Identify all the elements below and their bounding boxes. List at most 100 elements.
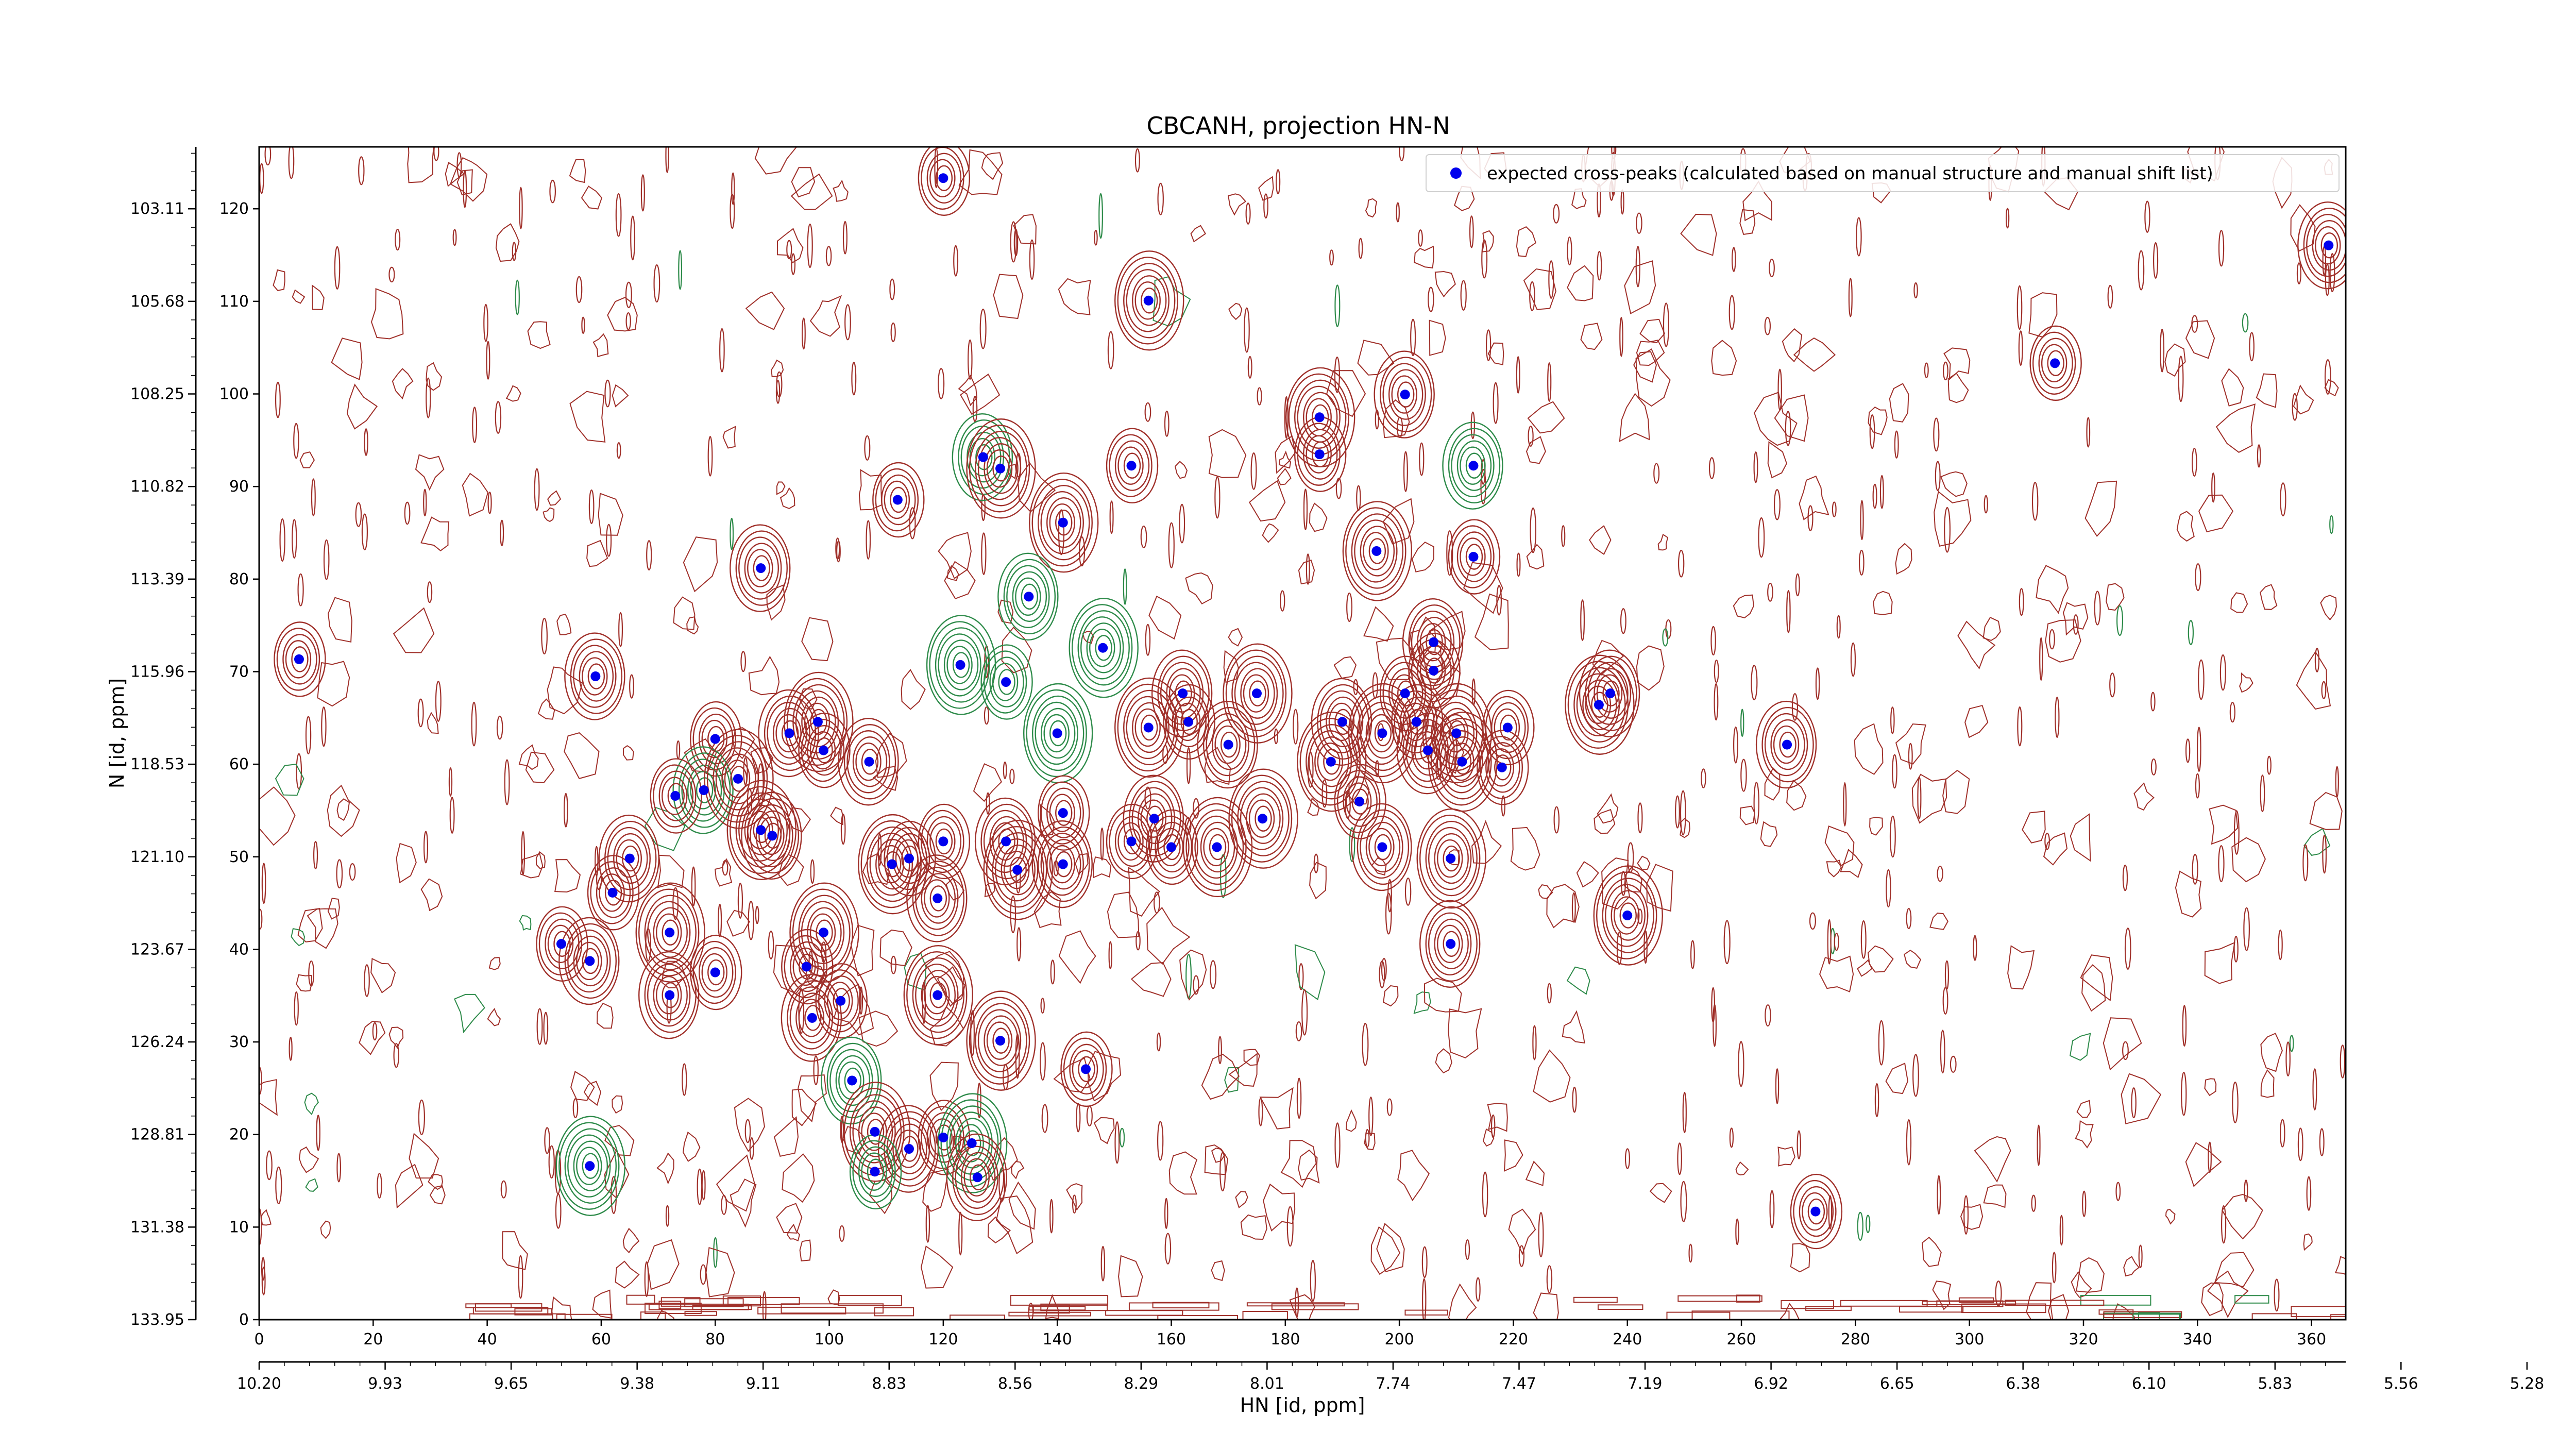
cross-peak-marker [1377, 842, 1387, 852]
peak-contour-ring [943, 639, 979, 690]
peak-contour-ring [1031, 479, 1093, 567]
noise-contour [1471, 678, 1476, 706]
noise-contour [1793, 337, 1836, 372]
noise-contour [1680, 1181, 1687, 1222]
noise-contour [737, 882, 743, 919]
peak-contour-ring [886, 1117, 930, 1181]
noise-contour [1708, 457, 1715, 479]
peak-contour-ring [1255, 805, 1272, 832]
noise-contour [1567, 237, 1572, 265]
peak-contour-ring [1123, 263, 1176, 339]
noise-contour [1848, 278, 1853, 317]
cross-peak-marker [1429, 665, 1439, 676]
peak-contour-ring [1040, 707, 1076, 759]
noise-contour [1963, 1195, 1969, 1235]
noise-contour [858, 1010, 899, 1047]
peak-contour-ring [1109, 810, 1153, 873]
noise-contour [500, 1180, 507, 1199]
noise-contour [873, 766, 899, 791]
noise-contour [544, 1127, 550, 1154]
noise-contour [682, 1131, 701, 1162]
peak-contour-ring [2038, 338, 2073, 389]
noise-contour [1984, 495, 1988, 514]
peak-contour-ring [1132, 702, 1167, 753]
peak-contour-ring [1237, 781, 1290, 856]
noise-contour [2049, 629, 2055, 650]
peak-contour-ring [1069, 598, 1139, 698]
peak-contour-ring [1363, 532, 1389, 570]
cross-peak-marker [807, 1013, 817, 1023]
x-ppm-tick-label: 7.19 [1628, 1375, 1663, 1393]
peak-contour-ring [1240, 787, 1284, 850]
noise-contour [519, 915, 532, 931]
noise-contour [1262, 523, 1279, 543]
peak-contour-ring [801, 696, 836, 748]
x-index-tick-label: 80 [705, 1330, 725, 1349]
noise-contour [1093, 1117, 1115, 1144]
noise-contour [1740, 759, 1747, 792]
noise-contour [1530, 507, 1536, 553]
noise-contour [644, 1261, 649, 1297]
noise-contour [1289, 1294, 1316, 1320]
noise-contour [1937, 866, 1943, 882]
noise-contour [2309, 791, 2343, 830]
noise-contour [1895, 543, 1912, 575]
peak-contour-ring [1402, 702, 1429, 742]
peak-contour-ring [826, 982, 853, 1020]
noise-contour [1773, 489, 1781, 520]
noise-contour [1471, 820, 1502, 864]
noise-contour [2055, 696, 2060, 738]
noise-contour [1713, 1004, 1717, 1047]
noise-contour [1045, 1294, 1059, 1319]
x-ppm-tick-label: 8.01 [1250, 1375, 1284, 1393]
y-ppm-tick-label: 128.81 [130, 1126, 184, 1144]
noise-contour [1434, 271, 1456, 298]
noise-contour [1735, 1161, 1749, 1176]
peak-contour-ring [781, 720, 799, 747]
noise-contour [297, 907, 323, 942]
peak-contour-group [1106, 428, 1159, 503]
noise-contour [1152, 1302, 1210, 1309]
noise-contour [775, 380, 781, 404]
noise-contour [929, 1062, 959, 1111]
noise-contour [1866, 1215, 1871, 1234]
noise-contour [862, 853, 890, 885]
noise-contour [291, 928, 306, 947]
peak-contour-ring [926, 153, 962, 204]
y-ppm-tick-label: 131.38 [130, 1218, 184, 1236]
peak-contour-ring [1055, 851, 1073, 878]
noise-contour [1868, 406, 1888, 435]
peak-contour-ring [858, 814, 928, 915]
noise-contour [686, 616, 699, 635]
noise-contour [1345, 1109, 1357, 1132]
noise-contour [701, 1170, 706, 1201]
peak-contour-ring [699, 947, 734, 998]
x-index-tick-label: 20 [363, 1330, 383, 1349]
noise-contour [771, 359, 784, 377]
noise-contour [505, 385, 521, 402]
noise-contour [1271, 1303, 1359, 1310]
peak-contour-ring [1175, 680, 1192, 706]
noise-contour [463, 170, 467, 208]
y-ppm-tick-label: 121.10 [130, 848, 184, 866]
noise-contour [598, 493, 623, 536]
peak-contour-group [980, 644, 1033, 720]
noise-contour [2291, 1306, 2346, 1318]
noise-contour [597, 1002, 614, 1029]
peak-contour-ring [1451, 434, 1495, 497]
peak-contour-ring [895, 839, 922, 878]
noise-contour [1240, 1214, 1267, 1240]
peak-contour-group [726, 780, 796, 881]
noise-contour [1899, 1306, 1964, 1313]
peak-contour-ring [647, 901, 691, 964]
noise-contour [1404, 878, 1412, 906]
noise-contour [731, 172, 735, 205]
peak-contour-group [650, 758, 702, 834]
noise-contour [2181, 1071, 2187, 1116]
x-index-tick-label: 320 [2069, 1330, 2098, 1349]
noise-contour [1960, 1204, 1984, 1230]
noise-contour [938, 532, 972, 580]
peak-contour-ring [1323, 749, 1341, 775]
y-index-tick-label: 10 [229, 1218, 249, 1236]
cross-peak-marker [1422, 745, 1433, 755]
